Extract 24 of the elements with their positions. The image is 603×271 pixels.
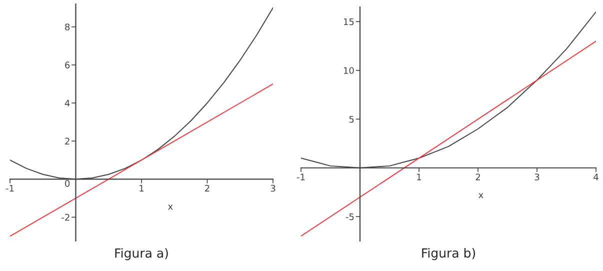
x-tick-label: 1 xyxy=(417,174,422,180)
x-tick-label: 2 xyxy=(476,174,480,180)
y-tick-label: 6 xyxy=(65,62,70,68)
x-tick-label: 1 xyxy=(140,184,144,192)
text: Figura b) xyxy=(422,248,476,260)
y-tick-label: 8 xyxy=(65,24,70,30)
x-tick-label: 3 xyxy=(270,184,276,192)
x-tick-label: 3 xyxy=(534,174,540,180)
y-tick-label: -5 xyxy=(346,213,354,220)
y-tick-label: 0 xyxy=(65,180,70,187)
y-tick-label: 5 xyxy=(349,116,354,123)
x-tick-label: 4 xyxy=(594,174,598,180)
y-tick-label: 2 xyxy=(65,138,70,144)
x-axis-title: x xyxy=(478,193,484,198)
x-tick-label: -1 xyxy=(296,174,305,180)
x-tick-label: -1 xyxy=(6,184,14,192)
x-tick-label: 2 xyxy=(205,184,210,192)
y-tick-label: 4 xyxy=(64,100,70,106)
x-axis-title: x xyxy=(168,204,173,210)
y-tick-label: -2 xyxy=(62,214,70,221)
text: Figura a) xyxy=(115,248,168,260)
y-tick-label: 15 xyxy=(344,18,354,26)
y-tick-label: 10 xyxy=(344,67,354,74)
line-series xyxy=(10,7,273,180)
